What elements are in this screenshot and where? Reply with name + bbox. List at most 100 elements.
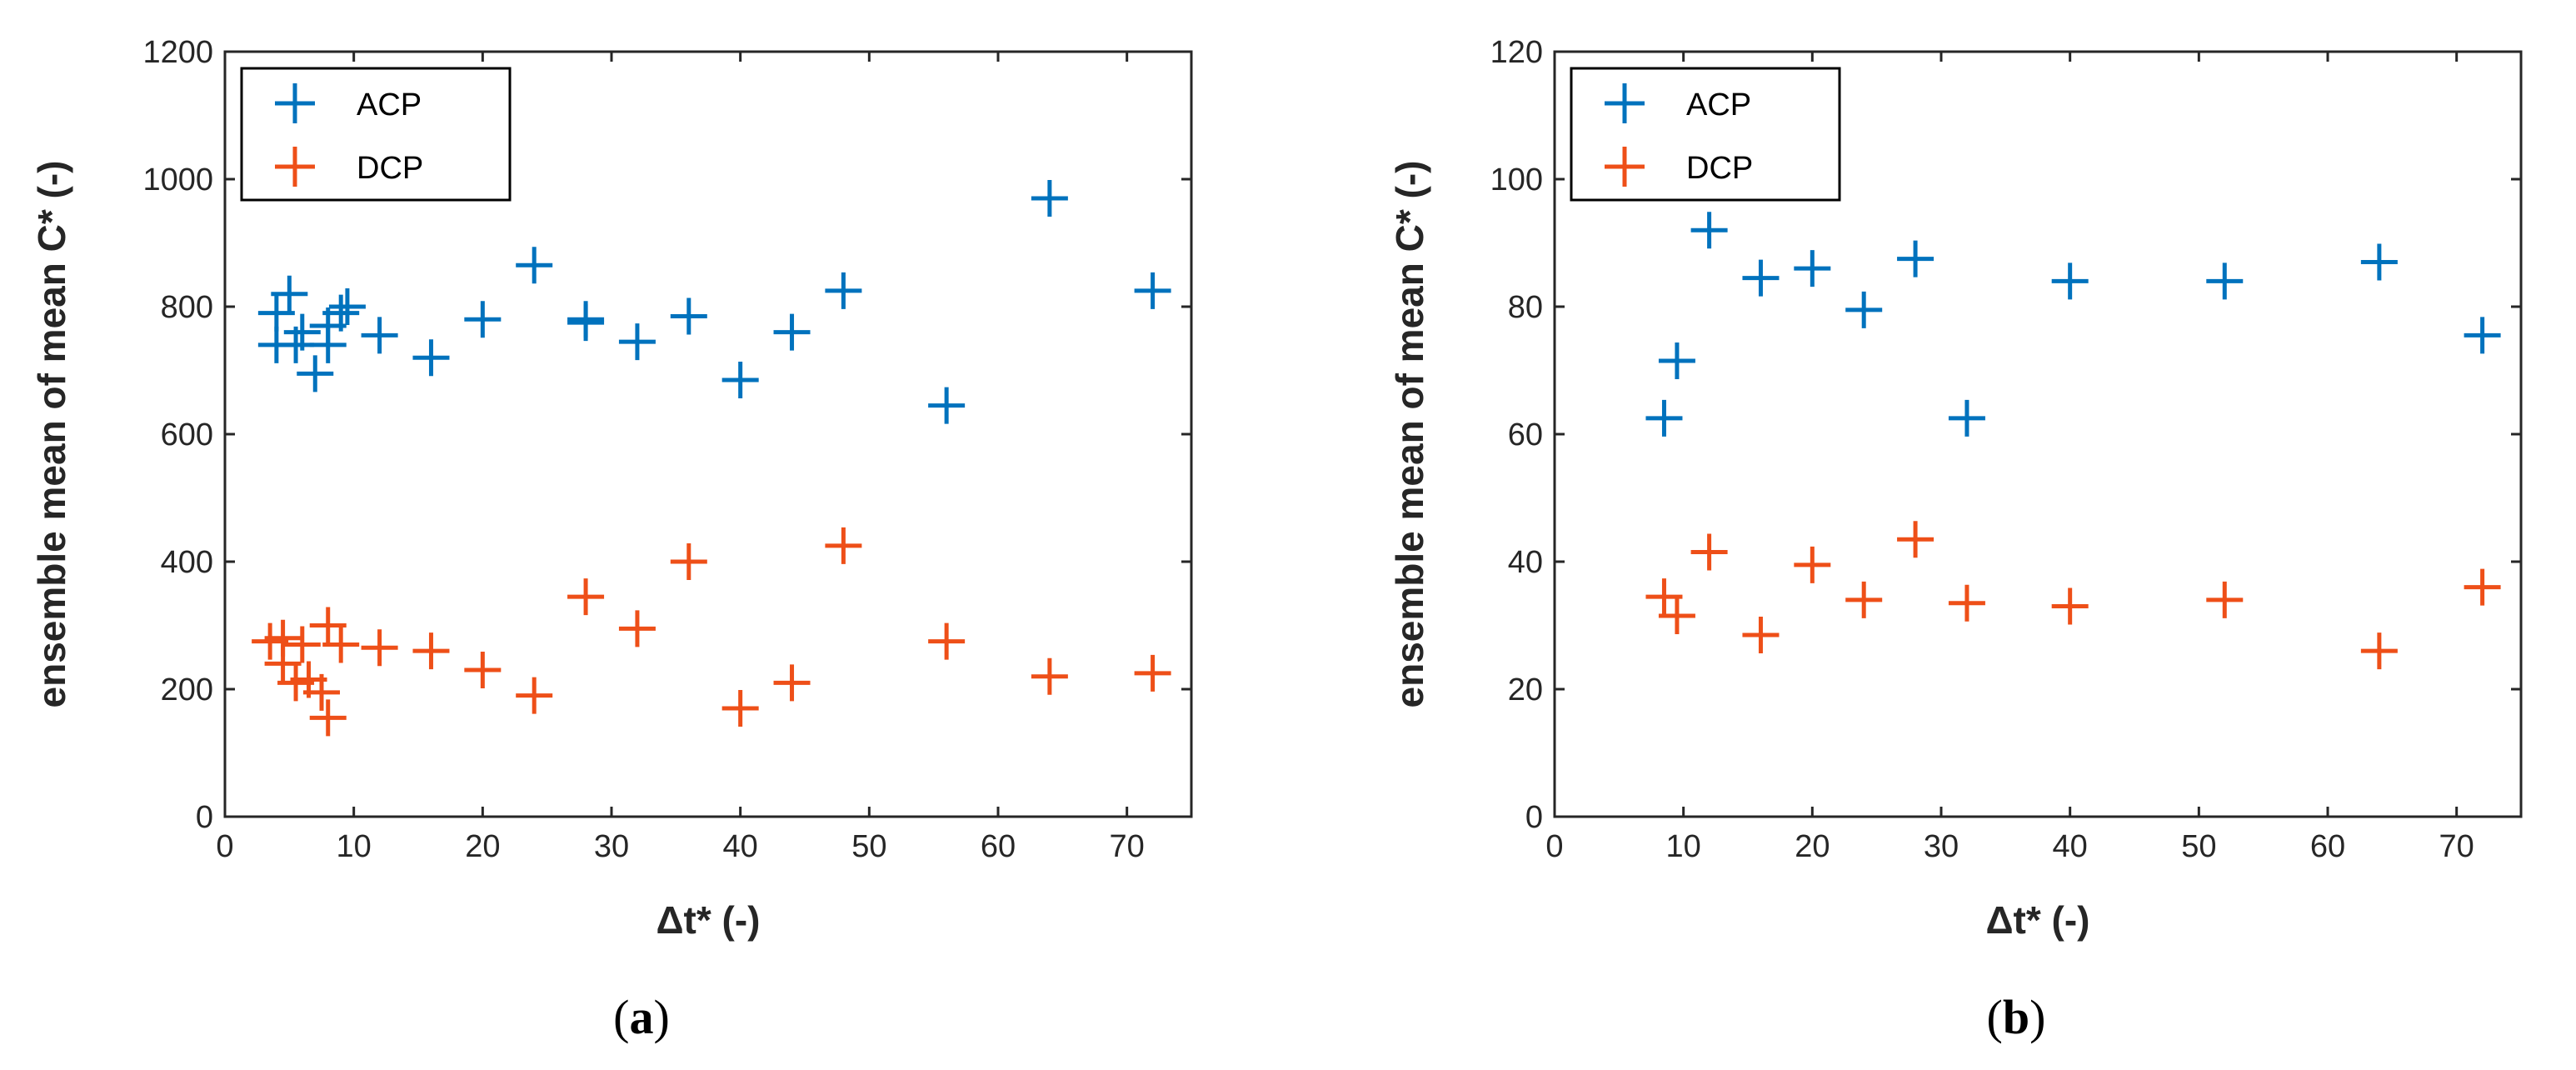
data-point-dcp bbox=[1794, 546, 1831, 583]
x-tick-label: 10 bbox=[337, 829, 372, 864]
y-tick-label: 0 bbox=[196, 800, 213, 835]
data-point-acp bbox=[1690, 212, 1728, 249]
x-tick-label: 70 bbox=[2439, 829, 2474, 864]
data-point-acp bbox=[618, 323, 656, 361]
y-tick-label: 100 bbox=[1490, 162, 1543, 198]
data-point-dcp bbox=[283, 626, 321, 663]
legend-box bbox=[240, 67, 512, 202]
legend-label-dcp: DCP bbox=[1686, 151, 1753, 186]
data-point-dcp bbox=[1031, 658, 1068, 695]
x-tick-label: 30 bbox=[594, 829, 629, 864]
data-point-acp bbox=[773, 313, 811, 351]
caption-close-paren: ) bbox=[654, 990, 670, 1044]
data-point-acp bbox=[567, 304, 605, 342]
data-point-acp bbox=[271, 275, 308, 312]
legend-marker-dcp bbox=[275, 147, 315, 187]
data-point-acp bbox=[1897, 240, 1934, 278]
caption-open-paren: ( bbox=[613, 990, 629, 1044]
y-tick-label: 200 bbox=[161, 672, 213, 708]
data-point-dcp bbox=[721, 689, 759, 727]
data-point-dcp bbox=[2360, 632, 2398, 670]
caption-open-paren: ( bbox=[1987, 990, 2003, 1044]
data-point-dcp bbox=[2464, 568, 2501, 606]
data-point-dcp bbox=[1645, 578, 1683, 616]
data-point-dcp bbox=[825, 527, 862, 564]
x-tick-label: 40 bbox=[2053, 829, 2088, 864]
x-tick-label: 50 bbox=[2181, 829, 2216, 864]
data-point-acp bbox=[1742, 259, 1780, 297]
data-point-dcp bbox=[1658, 598, 1695, 635]
data-point-acp bbox=[2360, 243, 2398, 281]
data-point-acp bbox=[670, 298, 707, 335]
data-point-dcp bbox=[322, 626, 360, 663]
caption-letter: a bbox=[630, 990, 654, 1044]
panel-caption: (b) bbox=[1987, 990, 2046, 1044]
y-tick-label: 40 bbox=[1508, 545, 1543, 580]
x-tick-label: 50 bbox=[851, 829, 886, 864]
legend: ACP DCP bbox=[1570, 67, 1841, 202]
x-tick-label: 60 bbox=[981, 829, 1016, 864]
data-point-acp bbox=[1845, 291, 1883, 328]
data-point-dcp bbox=[567, 578, 605, 616]
data-point-dcp bbox=[303, 673, 340, 711]
series-acp bbox=[1645, 212, 2501, 437]
data-point-dcp bbox=[516, 677, 553, 714]
x-tick-label: 0 bbox=[216, 829, 233, 864]
data-point-dcp bbox=[1948, 584, 1985, 622]
y-tick-label: 60 bbox=[1508, 418, 1543, 452]
legend-marker-dcp bbox=[1605, 147, 1645, 187]
data-point-acp bbox=[1794, 250, 1831, 288]
legend-label-acp: ACP bbox=[1686, 88, 1751, 122]
x-tick-label: 70 bbox=[1110, 829, 1145, 864]
data-point-acp bbox=[412, 339, 450, 377]
legend-label-dcp: DCP bbox=[357, 151, 423, 186]
series-acp bbox=[257, 179, 1171, 424]
data-point-dcp bbox=[361, 629, 398, 667]
data-point-dcp bbox=[464, 652, 502, 689]
data-point-acp bbox=[2206, 262, 2244, 300]
y-tick-label: 400 bbox=[161, 545, 213, 580]
y-tick-label: 80 bbox=[1508, 290, 1543, 325]
y-axis-label: ensemble mean of mean C* (-) bbox=[1388, 161, 1431, 708]
data-point-acp bbox=[1658, 342, 1695, 380]
caption-letter: b bbox=[2003, 990, 2029, 1044]
x-tick-label: 60 bbox=[2310, 829, 2345, 864]
y-tick-label: 1000 bbox=[142, 162, 213, 198]
data-point-dcp bbox=[618, 610, 656, 648]
data-point-dcp bbox=[412, 632, 450, 670]
data-point-acp bbox=[1031, 179, 1068, 217]
data-point-acp bbox=[1948, 399, 1985, 437]
legend-label-acp: ACP bbox=[357, 88, 422, 122]
data-point-acp bbox=[2051, 262, 2089, 300]
data-point-dcp bbox=[1742, 616, 1780, 653]
data-point-dcp bbox=[2206, 581, 2244, 618]
x-tick-label: 0 bbox=[1545, 829, 1563, 864]
series-dcp bbox=[252, 527, 1171, 737]
chart-panel-a: 0 10 20 30 40 50 60 70 0 200 400 600 800 1000 1200 Δt* … bbox=[30, 35, 1193, 1044]
x-tick-label: 30 bbox=[1924, 829, 1959, 864]
data-point-dcp bbox=[1897, 521, 1934, 558]
data-point-dcp bbox=[670, 543, 707, 580]
data-point-acp bbox=[1645, 399, 1683, 437]
data-point-acp bbox=[928, 387, 966, 424]
data-point-acp bbox=[309, 326, 347, 363]
x-axis-label: Δt* (-) bbox=[656, 898, 760, 942]
data-point-dcp bbox=[1845, 581, 1883, 618]
data-point-acp bbox=[361, 317, 398, 354]
x-tick-label: 10 bbox=[1666, 829, 1701, 864]
data-point-acp bbox=[464, 301, 502, 338]
chart-panel-b: 0 10 20 30 40 50 60 70 0 20 40 60 80 100 120 Δt* (-) ens… bbox=[1388, 35, 2523, 1044]
x-tick-label: 20 bbox=[1795, 829, 1830, 864]
y-tick-label: 120 bbox=[1490, 35, 1543, 70]
y-tick-label: 1200 bbox=[142, 35, 213, 70]
y-tick-label: 600 bbox=[161, 418, 213, 452]
data-point-acp bbox=[328, 288, 366, 325]
data-point-acp bbox=[322, 294, 360, 332]
legend-box bbox=[1570, 67, 1841, 202]
data-point-dcp bbox=[2051, 588, 2089, 625]
data-point-acp bbox=[1134, 272, 1171, 309]
series-dcp bbox=[1645, 521, 2501, 670]
data-point-acp bbox=[297, 355, 334, 392]
data-point-dcp bbox=[1134, 654, 1171, 692]
